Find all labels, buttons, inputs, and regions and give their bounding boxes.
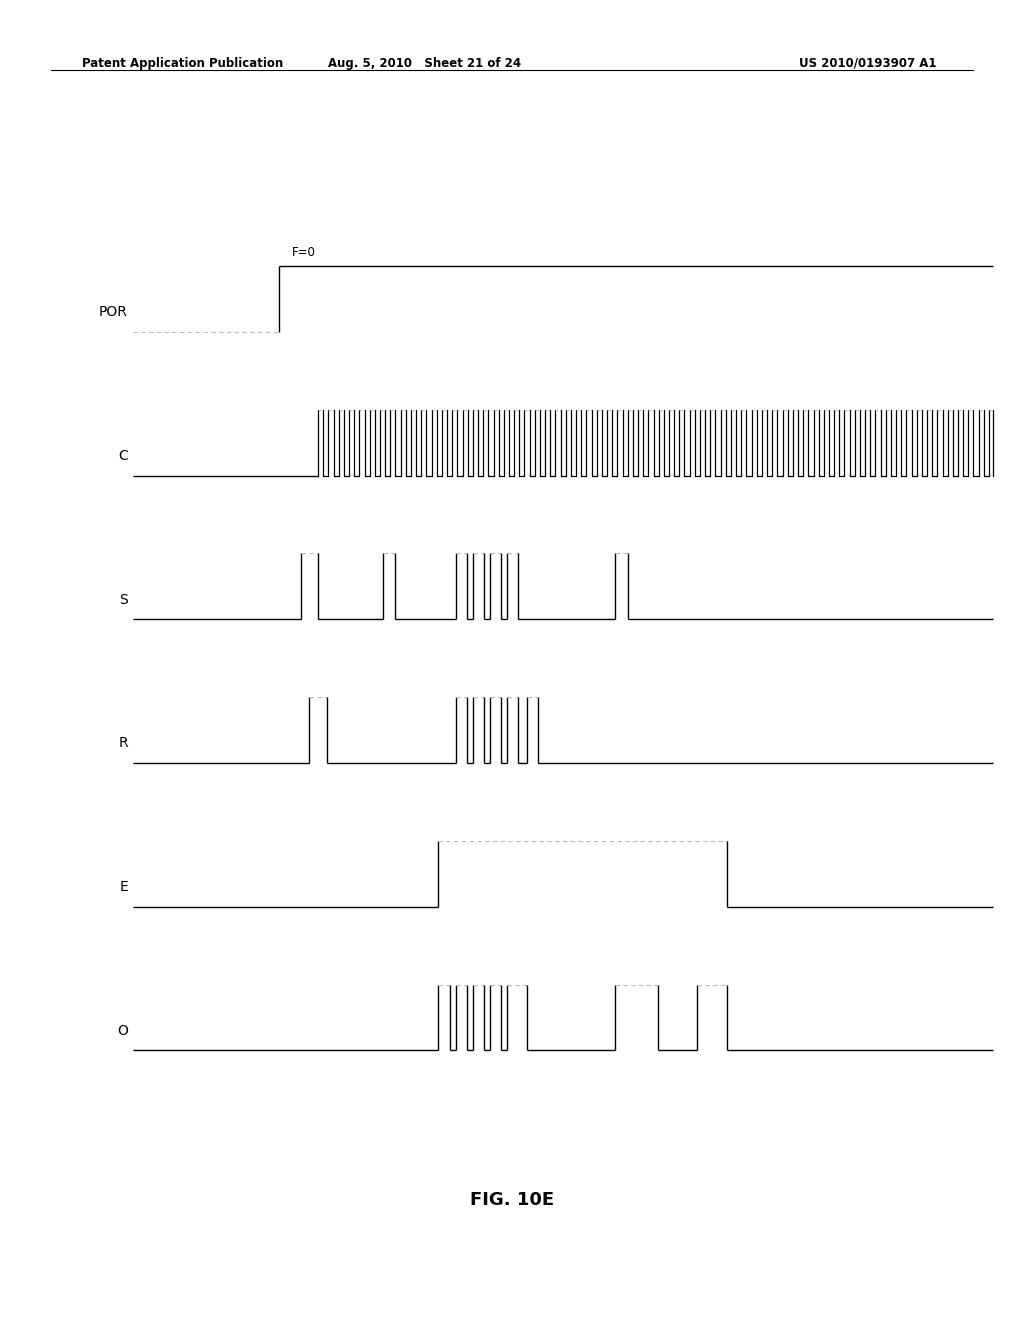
Text: O: O: [117, 1024, 128, 1038]
Text: FIG. 10E: FIG. 10E: [470, 1191, 554, 1209]
Text: Aug. 5, 2010   Sheet 21 of 24: Aug. 5, 2010 Sheet 21 of 24: [329, 57, 521, 70]
Text: F=0: F=0: [292, 246, 316, 259]
Text: Patent Application Publication: Patent Application Publication: [82, 57, 284, 70]
Text: S: S: [119, 593, 128, 607]
Text: POR: POR: [99, 305, 128, 319]
Text: C: C: [118, 449, 128, 463]
Text: E: E: [119, 880, 128, 894]
Text: R: R: [119, 737, 128, 750]
Text: US 2010/0193907 A1: US 2010/0193907 A1: [800, 57, 937, 70]
